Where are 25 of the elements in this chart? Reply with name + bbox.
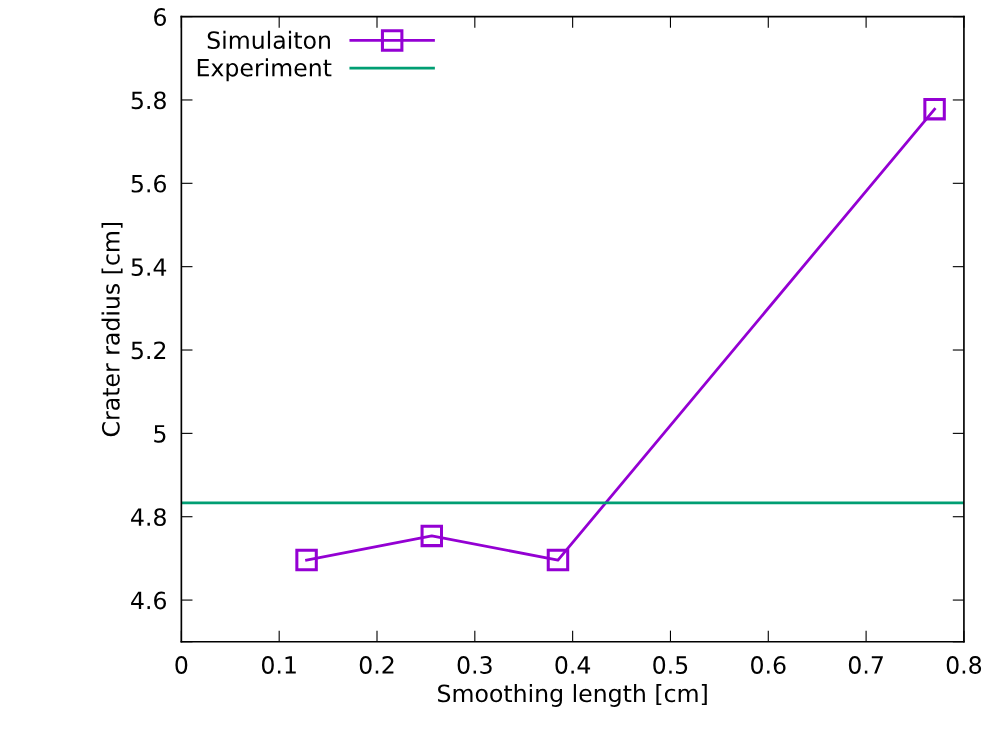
x-tick-label: 0.6: [751, 656, 786, 674]
point: [420, 524, 444, 548]
x-tick-label: 0.1: [261, 656, 296, 674]
y-tick-label: 5.2: [131, 341, 166, 360]
point: [923, 97, 946, 121]
x-tick-label: 0: [175, 656, 188, 674]
point: [295, 548, 318, 572]
x-tick-label: 0.3: [457, 656, 492, 674]
y-tick-label: 5.8: [131, 91, 166, 110]
point: [546, 548, 570, 572]
legend-label: Simulaiton: [207, 30, 330, 50]
y-tick-label: 4.8: [131, 508, 166, 527]
x-tick-label: 0.2: [359, 656, 394, 674]
legend-label: Experiment: [197, 58, 332, 82]
x-tick-label: 0.5: [653, 656, 688, 674]
y-tick-label: 6: [154, 8, 166, 26]
y-axis-title: Crater radius [cm]: [101, 222, 123, 437]
y-tick-label: 5.6: [131, 174, 166, 193]
x-tick-label: 0.7: [848, 656, 883, 674]
x-tick-label: 0.4: [555, 656, 591, 674]
x-axis-title: Smoothing length [cm]: [438, 684, 707, 707]
y-tick-label: 5.4: [131, 258, 167, 276]
x-tick-label: 0.8: [946, 656, 982, 674]
y-tick-label: 4.6: [131, 591, 166, 610]
y-tick-label: 5: [154, 425, 166, 443]
